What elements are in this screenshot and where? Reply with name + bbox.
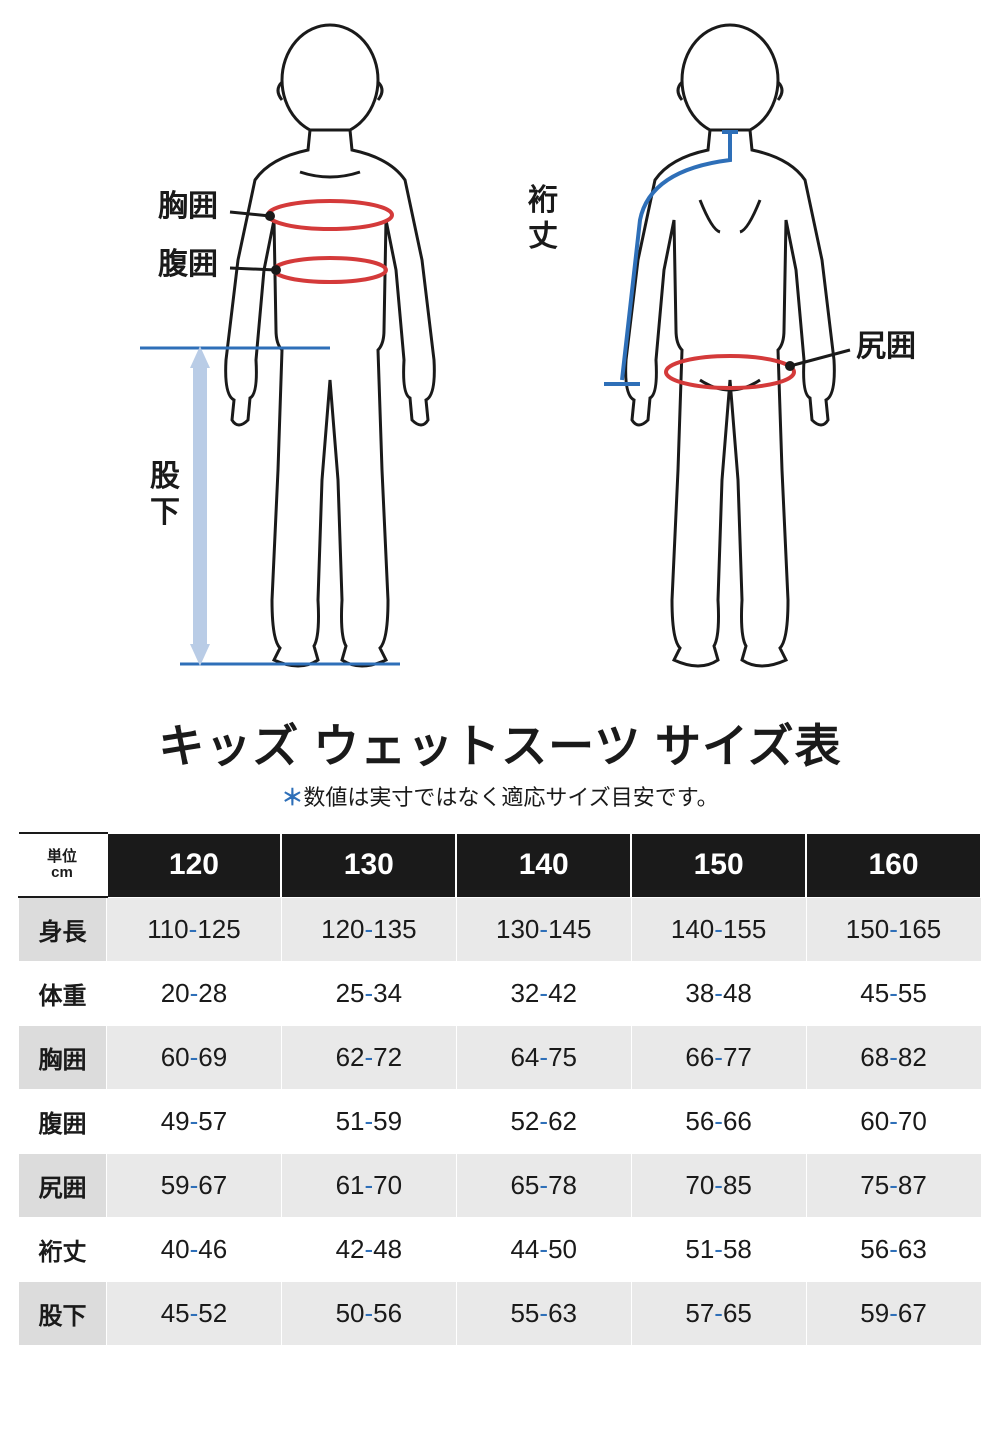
- row-label: 裄丈: [19, 1217, 107, 1281]
- front-figure: [226, 25, 435, 666]
- data-cell: 51-58: [631, 1217, 806, 1281]
- data-cell: 120-135: [281, 897, 456, 961]
- row-label: 尻囲: [19, 1153, 107, 1217]
- data-cell: 110-125: [107, 897, 282, 961]
- data-cell: 45-52: [107, 1281, 282, 1345]
- data-cell: 68-82: [806, 1025, 981, 1089]
- label-hip: 尻囲: [856, 330, 916, 363]
- row-label: 股下: [19, 1281, 107, 1345]
- data-cell: 49-57: [107, 1089, 282, 1153]
- size-table: 単位cm 120130140150160 身長110-125120-135130…: [18, 832, 982, 1346]
- data-cell: 52-62: [456, 1089, 631, 1153]
- size-table-area: 単位cm 120130140150160 身長110-125120-135130…: [0, 832, 1000, 1346]
- row-label: 体重: [19, 961, 107, 1025]
- row-label: 腹囲: [19, 1089, 107, 1153]
- body-diagram-area: 胸囲 腹囲 股 下 裄 丈 尻囲: [0, 0, 1000, 700]
- table-row: 尻囲59-6761-7065-7870-8575-87: [19, 1153, 982, 1217]
- size-header: 130: [281, 833, 456, 897]
- table-header-row: 単位cm 120130140150160: [19, 833, 982, 897]
- data-cell: 56-63: [806, 1217, 981, 1281]
- label-waist: 腹囲: [158, 248, 218, 281]
- page-container: 胸囲 腹囲 股 下 裄 丈 尻囲 キッズ ウェットスーツ サイズ表 ＊数値は実寸…: [0, 0, 1000, 1430]
- data-cell: 61-70: [281, 1153, 456, 1217]
- size-header: 150: [631, 833, 806, 897]
- table-body: 身長110-125120-135130-145140-155150-165体重2…: [19, 897, 982, 1345]
- body-diagram-svg: [0, 0, 1000, 700]
- data-cell: 32-42: [456, 961, 631, 1025]
- data-cell: 150-165: [806, 897, 981, 961]
- label-sleeve-1: 裄: [528, 184, 558, 217]
- data-cell: 60-70: [806, 1089, 981, 1153]
- data-cell: 75-87: [806, 1153, 981, 1217]
- unit-corner-cell: 単位cm: [19, 833, 107, 897]
- data-cell: 59-67: [107, 1153, 282, 1217]
- data-cell: 40-46: [107, 1217, 282, 1281]
- title-area: キッズ ウェットスーツ サイズ表 ＊数値は実寸ではなく適応サイズ目安です。: [0, 700, 1000, 832]
- data-cell: 65-78: [456, 1153, 631, 1217]
- data-cell: 38-48: [631, 961, 806, 1025]
- data-cell: 57-65: [631, 1281, 806, 1345]
- subtitle-text: 数値は実寸ではなく適応サイズ目安です。: [303, 785, 718, 810]
- data-cell: 64-75: [456, 1025, 631, 1089]
- table-row: 身長110-125120-135130-145140-155150-165: [19, 897, 982, 961]
- size-header: 120: [107, 833, 282, 897]
- table-row: 腹囲49-5751-5952-6256-6660-70: [19, 1089, 982, 1153]
- size-header: 140: [456, 833, 631, 897]
- label-sleeve-2: 丈: [528, 220, 558, 253]
- data-cell: 62-72: [281, 1025, 456, 1089]
- label-inseam-2: 下: [150, 496, 180, 529]
- size-header: 160: [806, 833, 981, 897]
- data-cell: 42-48: [281, 1217, 456, 1281]
- label-inseam-1: 股: [150, 460, 180, 493]
- data-cell: 59-67: [806, 1281, 981, 1345]
- table-row: 股下45-5250-5655-6357-6559-67: [19, 1281, 982, 1345]
- data-cell: 45-55: [806, 961, 981, 1025]
- table-row: 裄丈40-4642-4844-5051-5856-63: [19, 1217, 982, 1281]
- asterisk-icon: ＊: [281, 785, 303, 810]
- row-label: 身長: [19, 897, 107, 961]
- data-cell: 20-28: [107, 961, 282, 1025]
- data-cell: 140-155: [631, 897, 806, 961]
- data-cell: 60-69: [107, 1025, 282, 1089]
- data-cell: 130-145: [456, 897, 631, 961]
- label-chest: 胸囲: [158, 190, 218, 223]
- data-cell: 51-59: [281, 1089, 456, 1153]
- table-row: 体重20-2825-3432-4238-4845-55: [19, 961, 982, 1025]
- data-cell: 56-66: [631, 1089, 806, 1153]
- chart-subtitle: ＊数値は実寸ではなく適応サイズ目安です。: [0, 780, 1000, 812]
- chart-title: キッズ ウェットスーツ サイズ表: [0, 710, 1000, 776]
- data-cell: 70-85: [631, 1153, 806, 1217]
- data-cell: 44-50: [456, 1217, 631, 1281]
- row-label: 胸囲: [19, 1025, 107, 1089]
- data-cell: 50-56: [281, 1281, 456, 1345]
- data-cell: 25-34: [281, 961, 456, 1025]
- data-cell: 66-77: [631, 1025, 806, 1089]
- data-cell: 55-63: [456, 1281, 631, 1345]
- back-figure: [626, 25, 835, 666]
- table-row: 胸囲60-6962-7264-7566-7768-82: [19, 1025, 982, 1089]
